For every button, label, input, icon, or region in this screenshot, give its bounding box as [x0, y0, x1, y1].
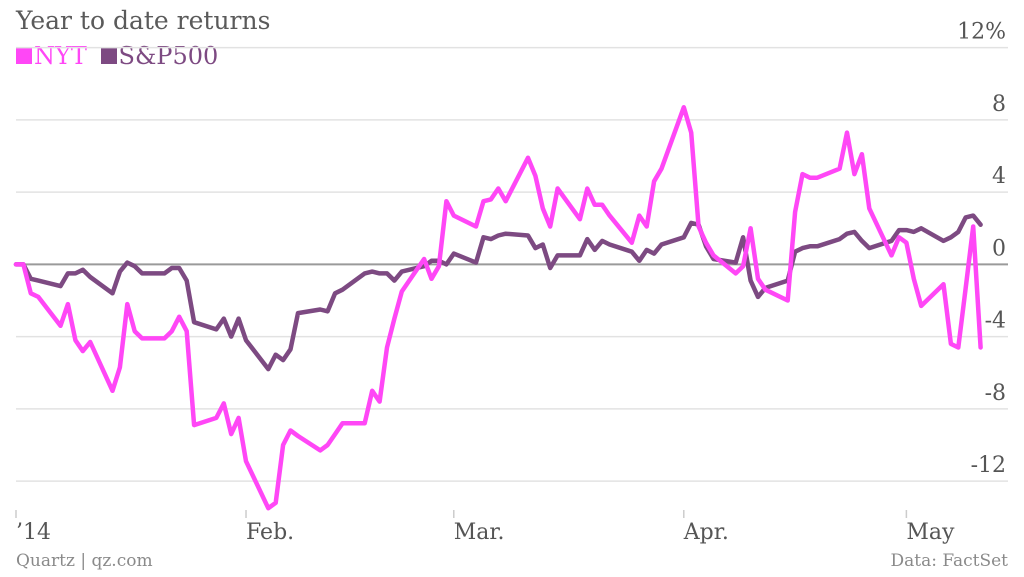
legend-label-nyt: NYT	[34, 42, 87, 70]
y-tick-label: 8	[992, 92, 1006, 117]
x-tick-label: Feb.	[246, 520, 294, 545]
credit-label: Data: FactSet	[890, 551, 1008, 571]
y-tick-label: -8	[985, 381, 1006, 406]
x-tick-label: Mar.	[454, 520, 505, 545]
y-tick-label: -12	[971, 453, 1006, 478]
legend-label-sp500: S&P500	[118, 42, 219, 70]
x-tick-label: May	[906, 520, 955, 545]
legend-item-sp500: S&P500	[100, 42, 219, 70]
x-tick-label: ’14	[16, 520, 51, 545]
legend-swatch-nyt	[16, 48, 32, 64]
x-tick-label: Apr.	[683, 520, 729, 545]
y-tick-label: 12%	[957, 20, 1006, 45]
legend: NYT S&P500	[16, 42, 224, 70]
source-label: Quartz | qz.com	[16, 551, 153, 571]
legend-item-nyt: NYT	[16, 42, 87, 70]
series-line-sp500	[13, 213, 983, 372]
series-line-nyt	[13, 105, 983, 511]
y-tick-label: 0	[992, 236, 1006, 261]
legend-swatch-sp500	[100, 48, 117, 64]
chart-title: Year to date returns	[16, 6, 271, 35]
y-tick-label: 4	[992, 164, 1006, 189]
y-tick-label: -4	[985, 309, 1006, 334]
